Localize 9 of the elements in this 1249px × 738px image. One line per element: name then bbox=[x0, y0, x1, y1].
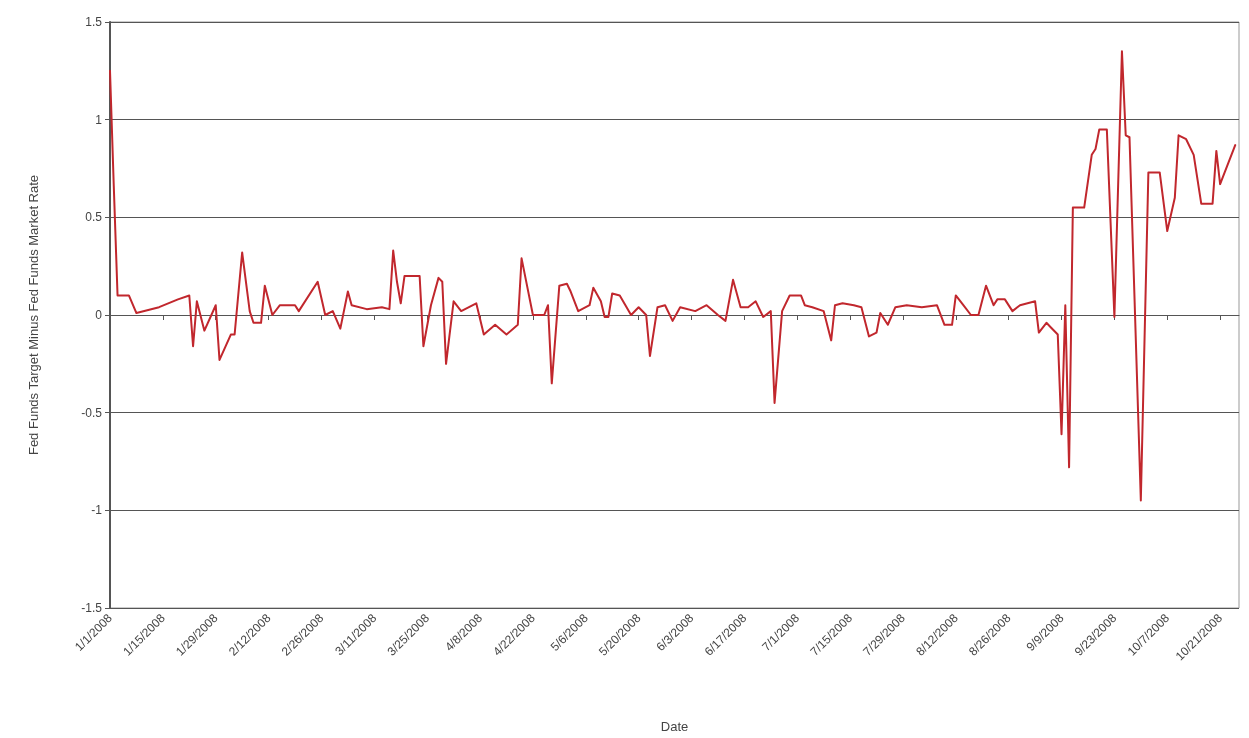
x-axis-title: Date bbox=[660, 719, 689, 734]
y-tick-label: -0.5 bbox=[81, 405, 103, 420]
y-tick-label: 1.5 bbox=[85, 15, 103, 29]
y-tick-label: 0.5 bbox=[85, 210, 103, 225]
y-tick-label: -1.5 bbox=[81, 601, 103, 615]
y-tick-label: -1 bbox=[91, 503, 103, 518]
y-tick-label: 0 bbox=[95, 308, 103, 322]
y-axis-title: Fed Funds Target Minus Fed Funds Market Rate bbox=[26, 174, 41, 456]
y-tick-label: 1 bbox=[95, 112, 103, 127]
